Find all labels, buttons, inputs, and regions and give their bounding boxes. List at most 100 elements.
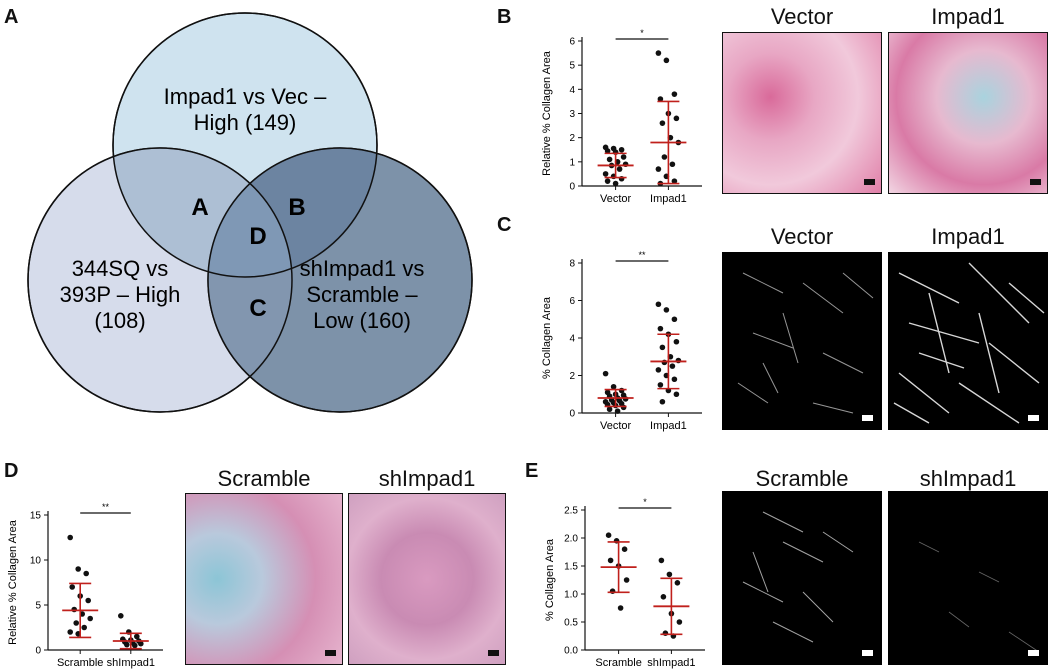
y-axis-label: % Collagen Area [541,296,553,379]
y-tick-label: 15 [30,511,42,522]
data-point [604,178,611,184]
data-point [602,171,609,177]
y-tick-label: 0 [569,182,575,193]
x-tick-label: Vector [600,420,632,432]
venn-label-impad1-line2: High (149) [194,110,297,135]
image-title-b-impad1: Impad1 [931,4,1005,29]
venn-region-c: C [249,295,266,322]
data-point [621,546,628,552]
y-tick-label: 5 [35,601,41,612]
image-title-e-shimpad1: shImpad1 [919,466,1017,491]
data-point [671,376,678,383]
histology-image-d-shimpad1 [348,493,506,665]
x-tick-label: shImpad1 [107,657,155,669]
data-point [138,640,144,647]
y-axis-label: % Collagen Area [544,538,556,621]
data-point [609,588,616,594]
data-point [657,96,664,102]
y-tick-label: 1.5 [564,562,578,573]
data-point [673,338,680,345]
image-title-c-vector: Vector [770,224,834,249]
histology-image-b-impad1 [888,32,1048,194]
y-axis-label: Relative % Collagen Area [541,50,553,176]
y-axis-label: Relative % Collagen Area [7,519,19,645]
data-point [83,570,89,577]
data-point [132,642,138,649]
scatter-plot-d: 0 5 10 15 Relative % Collagen Area Scramble sh… [7,502,163,669]
shg-image-e-scramble [722,491,882,665]
data-point [666,571,673,578]
data-point [602,370,609,377]
scale-bar [1028,650,1039,656]
venn-region-d: D [249,223,266,250]
image-title-e-scramble: Scramble [755,466,849,491]
data-point [623,577,630,583]
histology-image-d-scramble [185,493,343,665]
scale-bar [1030,179,1041,185]
image-title-b-vector: Vector [770,4,834,29]
data-point [69,584,75,590]
data-point [87,615,93,622]
data-point [606,156,613,163]
y-tick-label: 0.0 [564,646,578,657]
significance-label: * [643,497,647,507]
x-tick-label: Scramble [57,657,103,669]
significance-label: ** [102,502,110,512]
scale-bar [862,650,873,656]
venn-label-shimpad1-line1: shImpad1 vs [300,256,425,281]
shg-image-c-vector [722,252,882,430]
scatter-plot-b: 0 1 2 3 4 5 6 Relative % Collagen Area Vector Imp… [541,28,702,205]
data-point [622,396,629,402]
scale-bar [1028,415,1039,421]
y-tick-label: 10 [30,556,42,567]
x-tick-label: shImpad1 [647,657,695,669]
data-point [659,398,666,405]
data-point [614,408,621,414]
venn-label-344sq-line1: 344SQ vs [72,256,169,281]
venn-region-b: B [288,194,305,221]
y-tick-label: 0 [569,409,575,420]
y-tick-label: 0.5 [564,618,578,629]
data-point [606,406,613,413]
data-point [124,641,130,648]
data-point [67,534,73,541]
data-point [118,613,124,619]
venn-label-shimpad1-line2: Scramble – [306,282,418,307]
data-point [674,580,681,586]
venn-diagram: Impad1 vs Vec – High (149) 344SQ vs 393P… [27,12,473,413]
data-point [662,630,669,636]
x-tick-label: Impad1 [650,193,687,205]
y-tick-label: 0 [35,646,41,657]
x-tick-label: Impad1 [650,420,687,432]
data-point [73,620,79,626]
x-tick-label: Scramble [595,657,641,669]
data-point [659,344,666,351]
data-point [610,383,617,390]
data-point [612,180,619,187]
y-tick-label: 2 [569,371,575,382]
data-point [75,566,81,572]
y-tick-label: 2.5 [564,506,578,517]
data-point [657,382,664,388]
data-point [655,166,662,172]
significance-label: ** [638,250,646,260]
data-point [81,624,87,631]
data-point [671,178,678,184]
data-point [661,359,668,366]
scale-bar [488,650,499,656]
data-point [658,557,665,564]
data-point [655,301,662,308]
y-tick-label: 5 [569,61,575,72]
data-point [663,57,670,64]
collagen-fibers [893,262,1045,424]
scatter-plot-c: 0 2 4 6 8 % Collagen Area Vector Impad1 ** [541,250,702,432]
data-point [655,50,662,56]
scale-bar [325,650,336,656]
data-point [604,148,611,154]
data-point [660,594,667,600]
data-point [655,367,662,373]
data-point [618,146,625,153]
data-point [669,363,676,369]
venn-region-a: A [191,194,208,221]
data-point [671,316,678,323]
